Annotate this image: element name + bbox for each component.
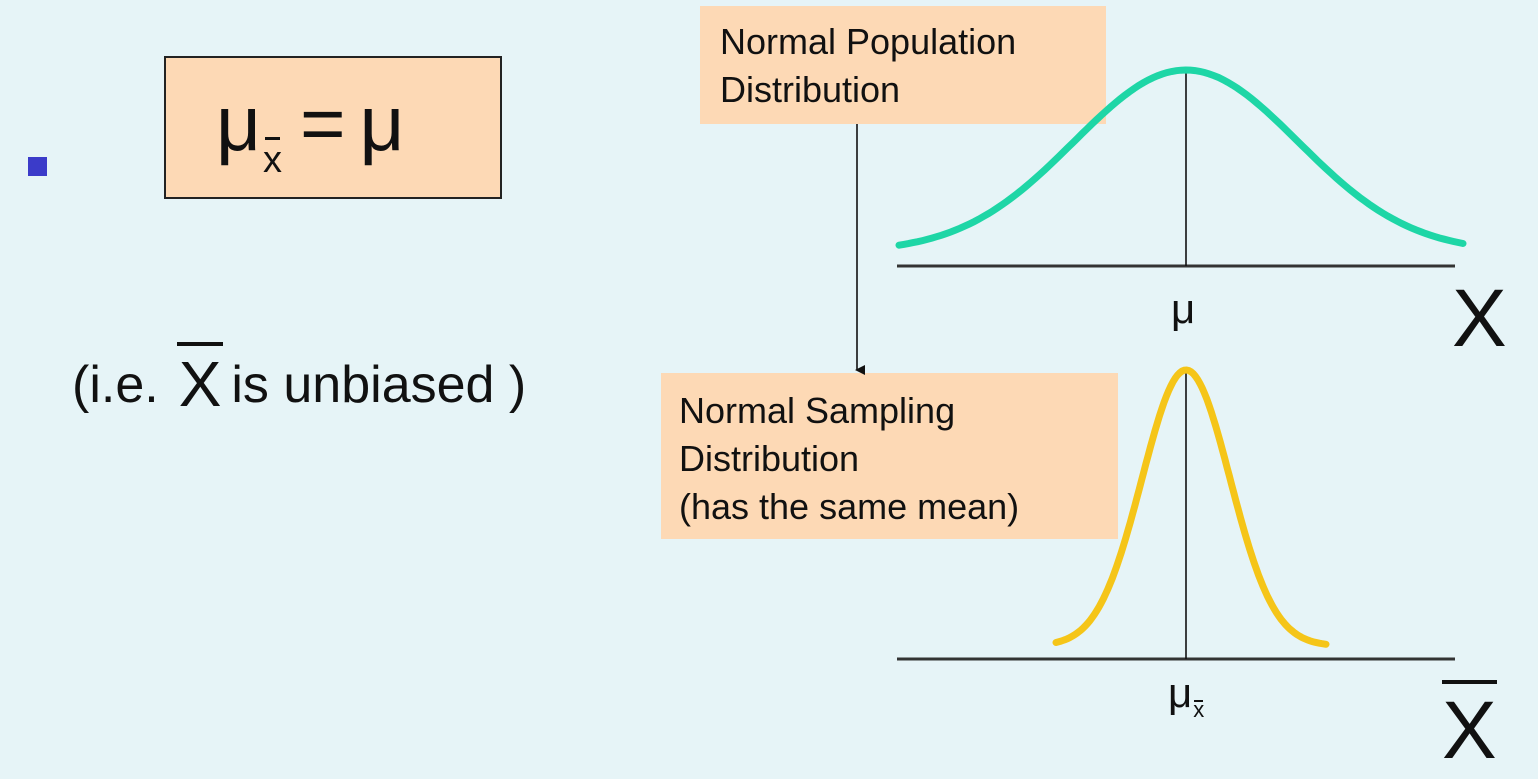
formula-rhs-mu: μ <box>359 79 405 167</box>
overline-bar <box>1442 680 1497 684</box>
population-label-line1: Normal Population <box>720 21 1017 62</box>
note-text: is unbiased ) <box>231 356 527 414</box>
note-open: (i.e. <box>72 356 159 414</box>
formula-lhs-mu: μ <box>216 79 261 167</box>
overline-bar <box>176 342 224 346</box>
sampling-axis-label: X <box>1442 680 1497 772</box>
population-normal-curve <box>895 66 1467 249</box>
sampling-label-line3: (has the same mean) <box>679 486 1020 527</box>
sampling-label-line2: Distribution <box>679 438 860 479</box>
sampling-mean-subscript: x <box>1193 697 1205 722</box>
formula-box: μ x = μ <box>164 56 502 199</box>
population-axis-label: X <box>1452 273 1507 364</box>
bullet-square-icon <box>28 157 47 176</box>
sampling-normal-curve <box>1052 366 1330 648</box>
overline-bar <box>1194 700 1204 702</box>
sampling-label-line1: Normal Sampling <box>679 390 956 431</box>
formula-unbiased-mean: μ x = μ <box>216 84 404 179</box>
population-label-line2: Distribution <box>720 69 901 110</box>
population-mean-tick-label: μ <box>1171 285 1196 332</box>
formula-xbar-subscript: x <box>262 137 282 181</box>
overline-bar <box>264 137 280 140</box>
formula-equals: = <box>299 79 346 167</box>
note-xbar-symbol: X <box>176 342 224 416</box>
population-distribution-label: Normal Population Distribution <box>700 6 1106 124</box>
sampling-distribution-label: Normal Sampling Distribution (has the sa… <box>661 373 1118 539</box>
